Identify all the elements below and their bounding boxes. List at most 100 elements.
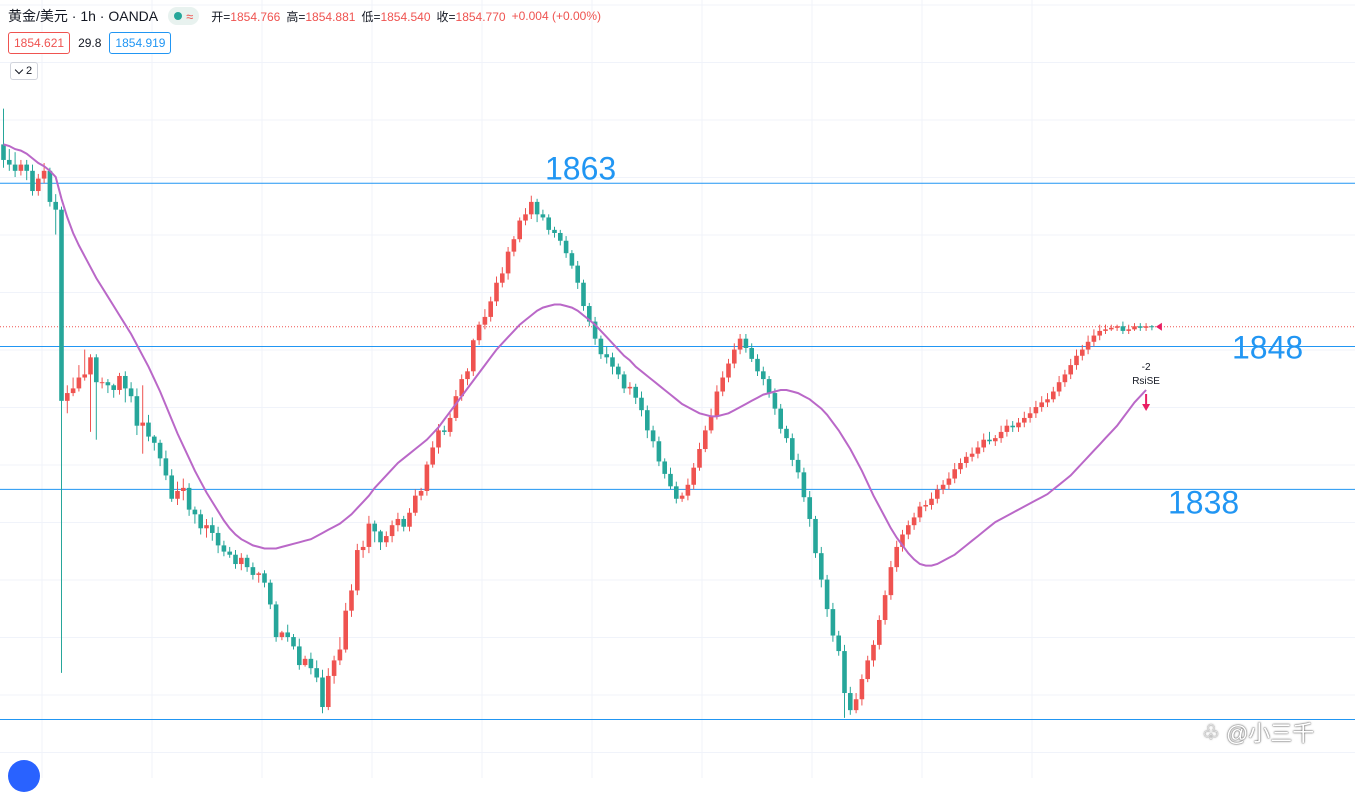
- last-price-marker-icon: [1155, 322, 1162, 331]
- candle-body: [192, 509, 198, 515]
- candle-body: [47, 170, 53, 202]
- candle-body: [175, 490, 180, 499]
- candle-body: [320, 677, 325, 708]
- candle-body: [790, 438, 795, 460]
- candle-body: [326, 675, 331, 708]
- candle-body: [581, 282, 586, 307]
- candle-body: [627, 386, 633, 389]
- candle-body: [41, 170, 47, 179]
- candle-body: [291, 637, 296, 647]
- candle-body: [552, 229, 557, 233]
- candle-body: [784, 428, 789, 439]
- change-value: +0.004 (+0.00%): [511, 9, 601, 23]
- buy-price-button[interactable]: 1854.919: [109, 32, 172, 54]
- candle-body: [244, 557, 250, 568]
- candle-body: [134, 396, 140, 426]
- candle-body: [227, 551, 232, 555]
- candle-body: [1062, 374, 1068, 383]
- close-value: 收=1854.770: [437, 8, 506, 25]
- candle-body: [697, 449, 702, 468]
- candle-body: [1120, 326, 1126, 331]
- indicators-count: 2: [26, 65, 33, 77]
- symbol-label[interactable]: 黄金/美元 · 1h · OANDA: [8, 8, 159, 24]
- candle-body: [360, 546, 366, 551]
- candle-body: [865, 660, 870, 680]
- high-number: 1854.881: [305, 9, 356, 24]
- open-number: 1854.766: [230, 9, 281, 24]
- candle-body: [372, 523, 377, 532]
- candle-body: [755, 358, 760, 372]
- candle-body: [888, 567, 894, 596]
- candle-body: [378, 531, 383, 543]
- sell-price-button[interactable]: 1854.621: [8, 32, 71, 54]
- candle-body: [465, 371, 470, 380]
- candle-body: [894, 546, 899, 568]
- candle-body: [59, 209, 64, 401]
- candle-body: [621, 374, 627, 389]
- candle-body: [82, 374, 87, 378]
- arrow-down-icon: [1142, 404, 1151, 411]
- candle-body: [1068, 365, 1073, 375]
- market-status-pill[interactable]: ≈: [168, 7, 200, 25]
- candle-body: [349, 590, 354, 611]
- candle-body: [929, 498, 934, 505]
- candle-body: [146, 422, 151, 437]
- candle-body: [210, 525, 215, 533]
- candle-body: [1, 144, 6, 160]
- close-label: 收=: [436, 9, 456, 24]
- candle-body: [482, 316, 488, 325]
- candle-body: [720, 377, 725, 392]
- candle-body: [268, 582, 273, 605]
- candle-body: [691, 467, 696, 485]
- candle-body: [610, 357, 615, 367]
- candle-body: [534, 201, 540, 215]
- candle-body: [587, 306, 592, 322]
- open-label: 开=: [211, 9, 231, 24]
- candle-body: [807, 497, 812, 519]
- candle-body: [616, 366, 621, 375]
- candle-body: [30, 170, 35, 192]
- candle-body: [859, 679, 865, 700]
- candle-body: [302, 658, 308, 666]
- candle-body: [418, 490, 424, 496]
- level-label: 1863: [545, 150, 616, 186]
- candle-body: [824, 579, 830, 610]
- candle-body: [726, 363, 731, 378]
- candle-body: [494, 282, 499, 302]
- candle-body: [430, 447, 435, 465]
- candle-body: [256, 573, 261, 575]
- candle-body: [917, 506, 923, 518]
- candle-body: [1051, 391, 1056, 400]
- chevron-down-icon: [14, 65, 24, 74]
- candle-body: [1097, 330, 1102, 336]
- candle-body: [998, 431, 1004, 439]
- candle-body: [987, 439, 992, 442]
- candle-body: [778, 408, 783, 429]
- moving-average-line: [3, 143, 1147, 567]
- candle-body: [662, 461, 667, 474]
- candle-body: [546, 217, 551, 230]
- candle-body: [343, 610, 348, 650]
- candle-body: [1085, 341, 1091, 350]
- candle-body: [871, 644, 876, 661]
- candle-body: [801, 472, 807, 498]
- candle-body: [163, 458, 169, 476]
- candle-body: [1004, 425, 1010, 432]
- candle-body: [215, 532, 221, 546]
- candle-body: [958, 463, 963, 470]
- candle-body: [407, 512, 412, 527]
- candle-body: [993, 438, 998, 442]
- candle-body: [714, 391, 720, 417]
- candle-body: [540, 214, 546, 218]
- candle-body: [563, 240, 569, 254]
- candle-body: [1039, 402, 1044, 408]
- candle-body: [1109, 327, 1114, 330]
- level-label: 1838: [1168, 484, 1239, 520]
- candle-body: [592, 321, 598, 339]
- candle-body: [36, 178, 41, 192]
- candle-body: [511, 239, 517, 252]
- tradingview-logo-icon[interactable]: [8, 760, 40, 792]
- open-value: 开=1854.766: [211, 8, 280, 25]
- indicators-toggle-button[interactable]: 2: [10, 62, 39, 80]
